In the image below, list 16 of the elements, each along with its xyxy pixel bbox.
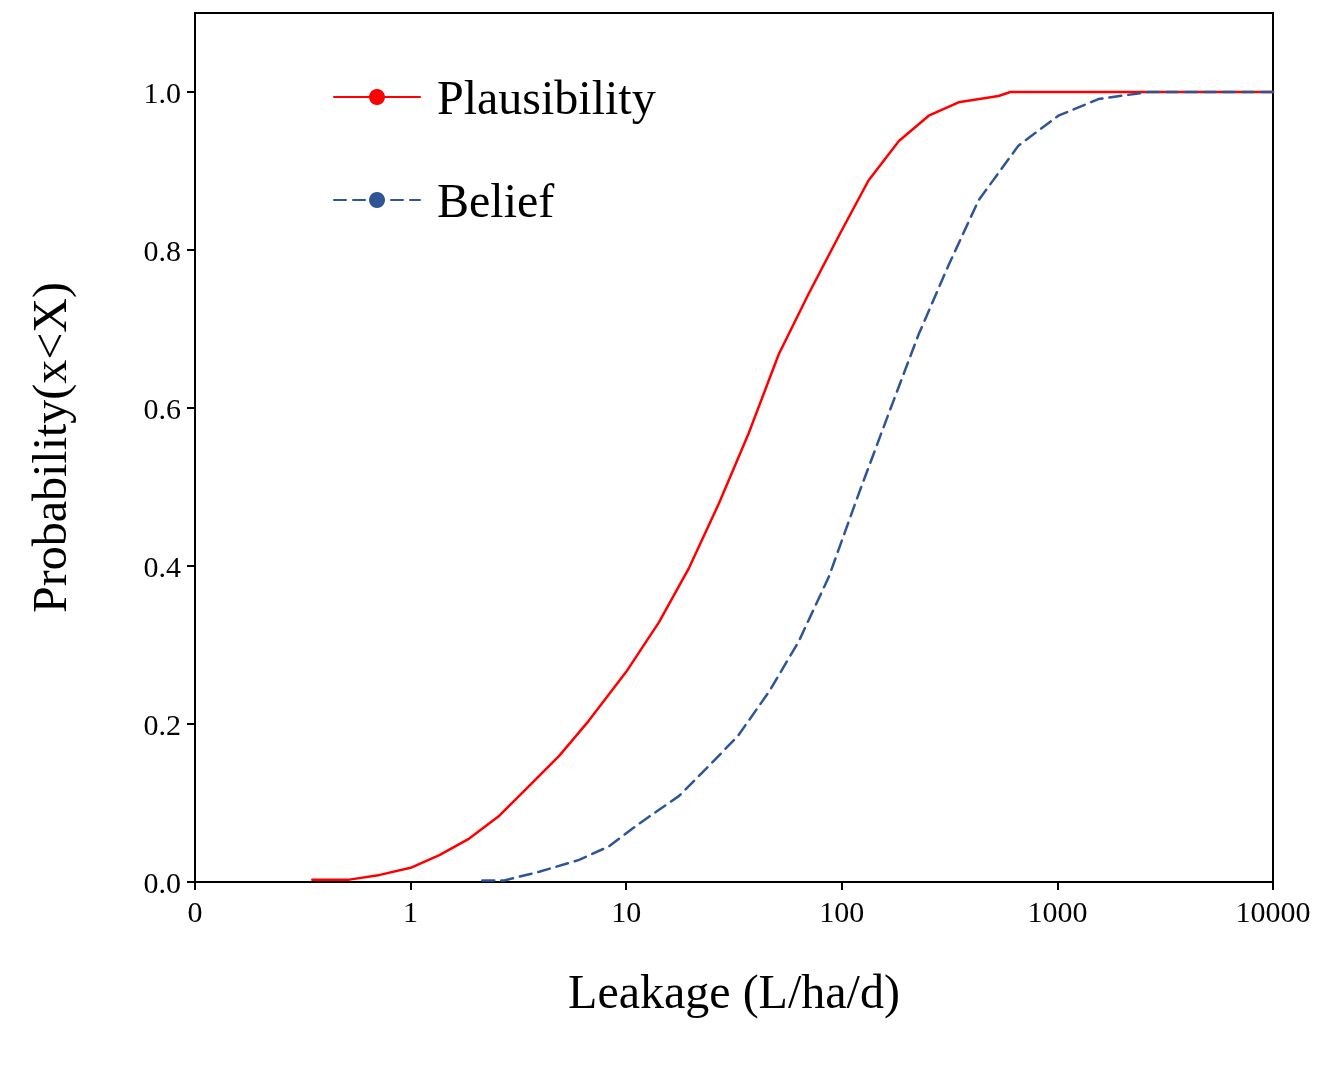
y-tick-label: 1.0: [143, 75, 181, 109]
y-axis-title: Probability(x<X): [22, 281, 77, 614]
x-tick-label: 100: [819, 894, 865, 928]
x-tick-label: 1000: [1027, 894, 1088, 928]
x-tick-label: 10000: [1235, 894, 1311, 928]
x-tick-label: 0: [187, 894, 203, 928]
x-tick-label: 1: [403, 894, 419, 928]
x-tick-label: 10: [611, 894, 642, 928]
y-tick-label: 0.0: [143, 865, 181, 899]
legend-label: Belief: [437, 173, 555, 227]
legend-label: Plausibility: [437, 70, 656, 124]
x-axis-title: Leakage (L/ha/d): [568, 964, 900, 1019]
y-tick-label: 0.2: [143, 707, 181, 741]
y-tick-label: 0.4: [143, 549, 181, 583]
y-tick-label: 0.8: [143, 233, 181, 267]
y-tick-label: 0.6: [143, 391, 181, 425]
